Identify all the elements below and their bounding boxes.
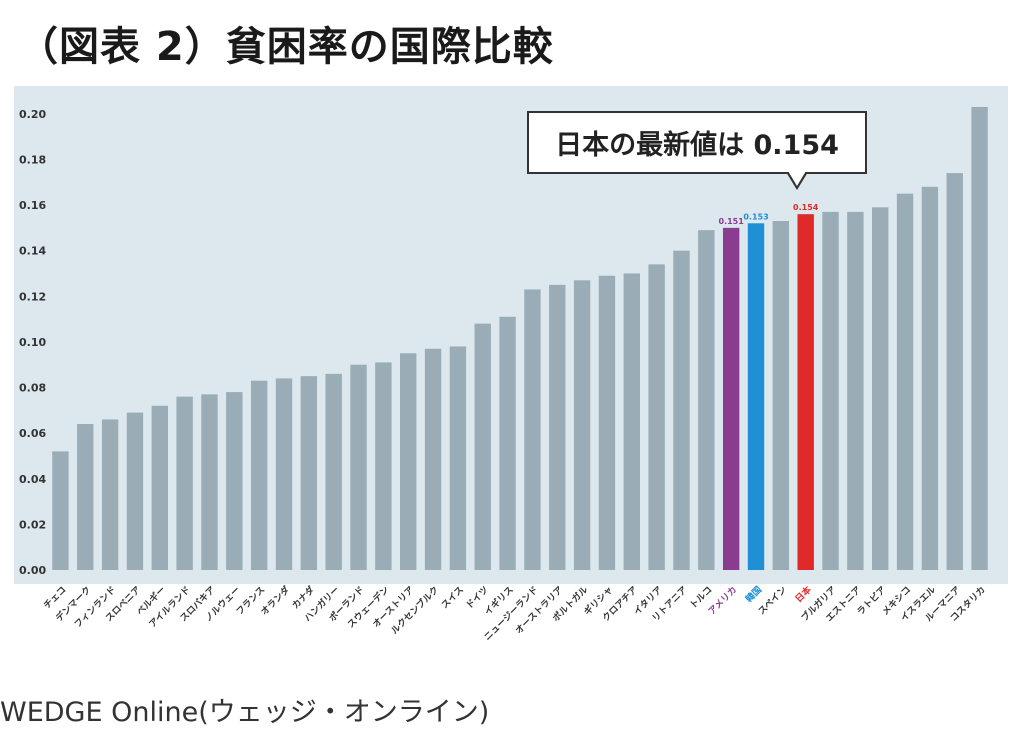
- bar-5: [151, 405, 168, 570]
- y-tick-label: 0.16: [19, 199, 46, 212]
- bar-15: [400, 353, 417, 570]
- bar-34: [872, 207, 889, 570]
- bar-14: [375, 362, 392, 570]
- bar-1: [52, 451, 69, 570]
- bar-3: [101, 419, 119, 570]
- bar-6: [176, 396, 193, 570]
- bar-31: [797, 214, 814, 570]
- bar-24: [623, 273, 640, 570]
- bar-9: [250, 380, 268, 570]
- bar-18: [474, 323, 491, 570]
- y-tick-label: 0.08: [19, 382, 46, 395]
- x-category-label: スイス: [439, 584, 466, 611]
- bar-19: [499, 316, 516, 570]
- y-tick-label: 0.20: [19, 108, 46, 121]
- y-tick-label: 0.18: [19, 153, 46, 166]
- bar-4: [126, 412, 144, 570]
- x-category-label: 日本: [793, 583, 815, 605]
- bar-20: [524, 289, 541, 570]
- bar-35: [896, 193, 914, 570]
- bar-36: [921, 186, 939, 571]
- bar-37: [946, 173, 963, 570]
- callout-pointer-fill: [788, 171, 806, 186]
- y-tick-label: 0.12: [19, 290, 46, 303]
- bar-8: [226, 392, 243, 570]
- bar-27: [698, 230, 715, 570]
- y-tick-label: 0.02: [19, 518, 46, 531]
- data-label: 0.151: [719, 217, 745, 226]
- bar-16: [424, 348, 442, 570]
- bar-13: [350, 364, 367, 570]
- y-tick-label: 0.14: [19, 245, 46, 258]
- bar-38: [971, 106, 988, 570]
- chart-title: （図表 2）貧困率の国際比較: [18, 24, 554, 70]
- source-credit: WEDGE Online(ウェッジ・オンライン): [0, 697, 490, 728]
- y-tick-label: 0.10: [19, 336, 46, 349]
- bar-21: [549, 284, 566, 570]
- bar-22: [573, 280, 591, 570]
- y-tick-label: 0.00: [19, 564, 46, 577]
- data-label: 0.154: [793, 203, 819, 212]
- bar-28: [722, 227, 740, 570]
- data-label: 0.153: [743, 212, 768, 221]
- bar-2: [77, 424, 94, 570]
- bar-26: [673, 250, 690, 570]
- x-category-label: 韓国: [743, 584, 764, 605]
- y-tick-label: 0.06: [19, 427, 46, 440]
- bar-10: [275, 378, 293, 570]
- bar-32: [822, 211, 839, 570]
- y-tick-label: 0.04: [19, 473, 46, 486]
- bar-29: [747, 223, 765, 571]
- bar-7: [201, 394, 218, 570]
- callout-box: 日本の最新値は 0.154: [527, 111, 867, 174]
- bar-11: [300, 376, 318, 570]
- bar-33: [847, 211, 864, 570]
- bar-17: [449, 346, 467, 570]
- bar-30: [772, 221, 790, 570]
- bar-12: [325, 373, 342, 570]
- bar-23: [598, 275, 616, 570]
- bar-25: [648, 264, 665, 570]
